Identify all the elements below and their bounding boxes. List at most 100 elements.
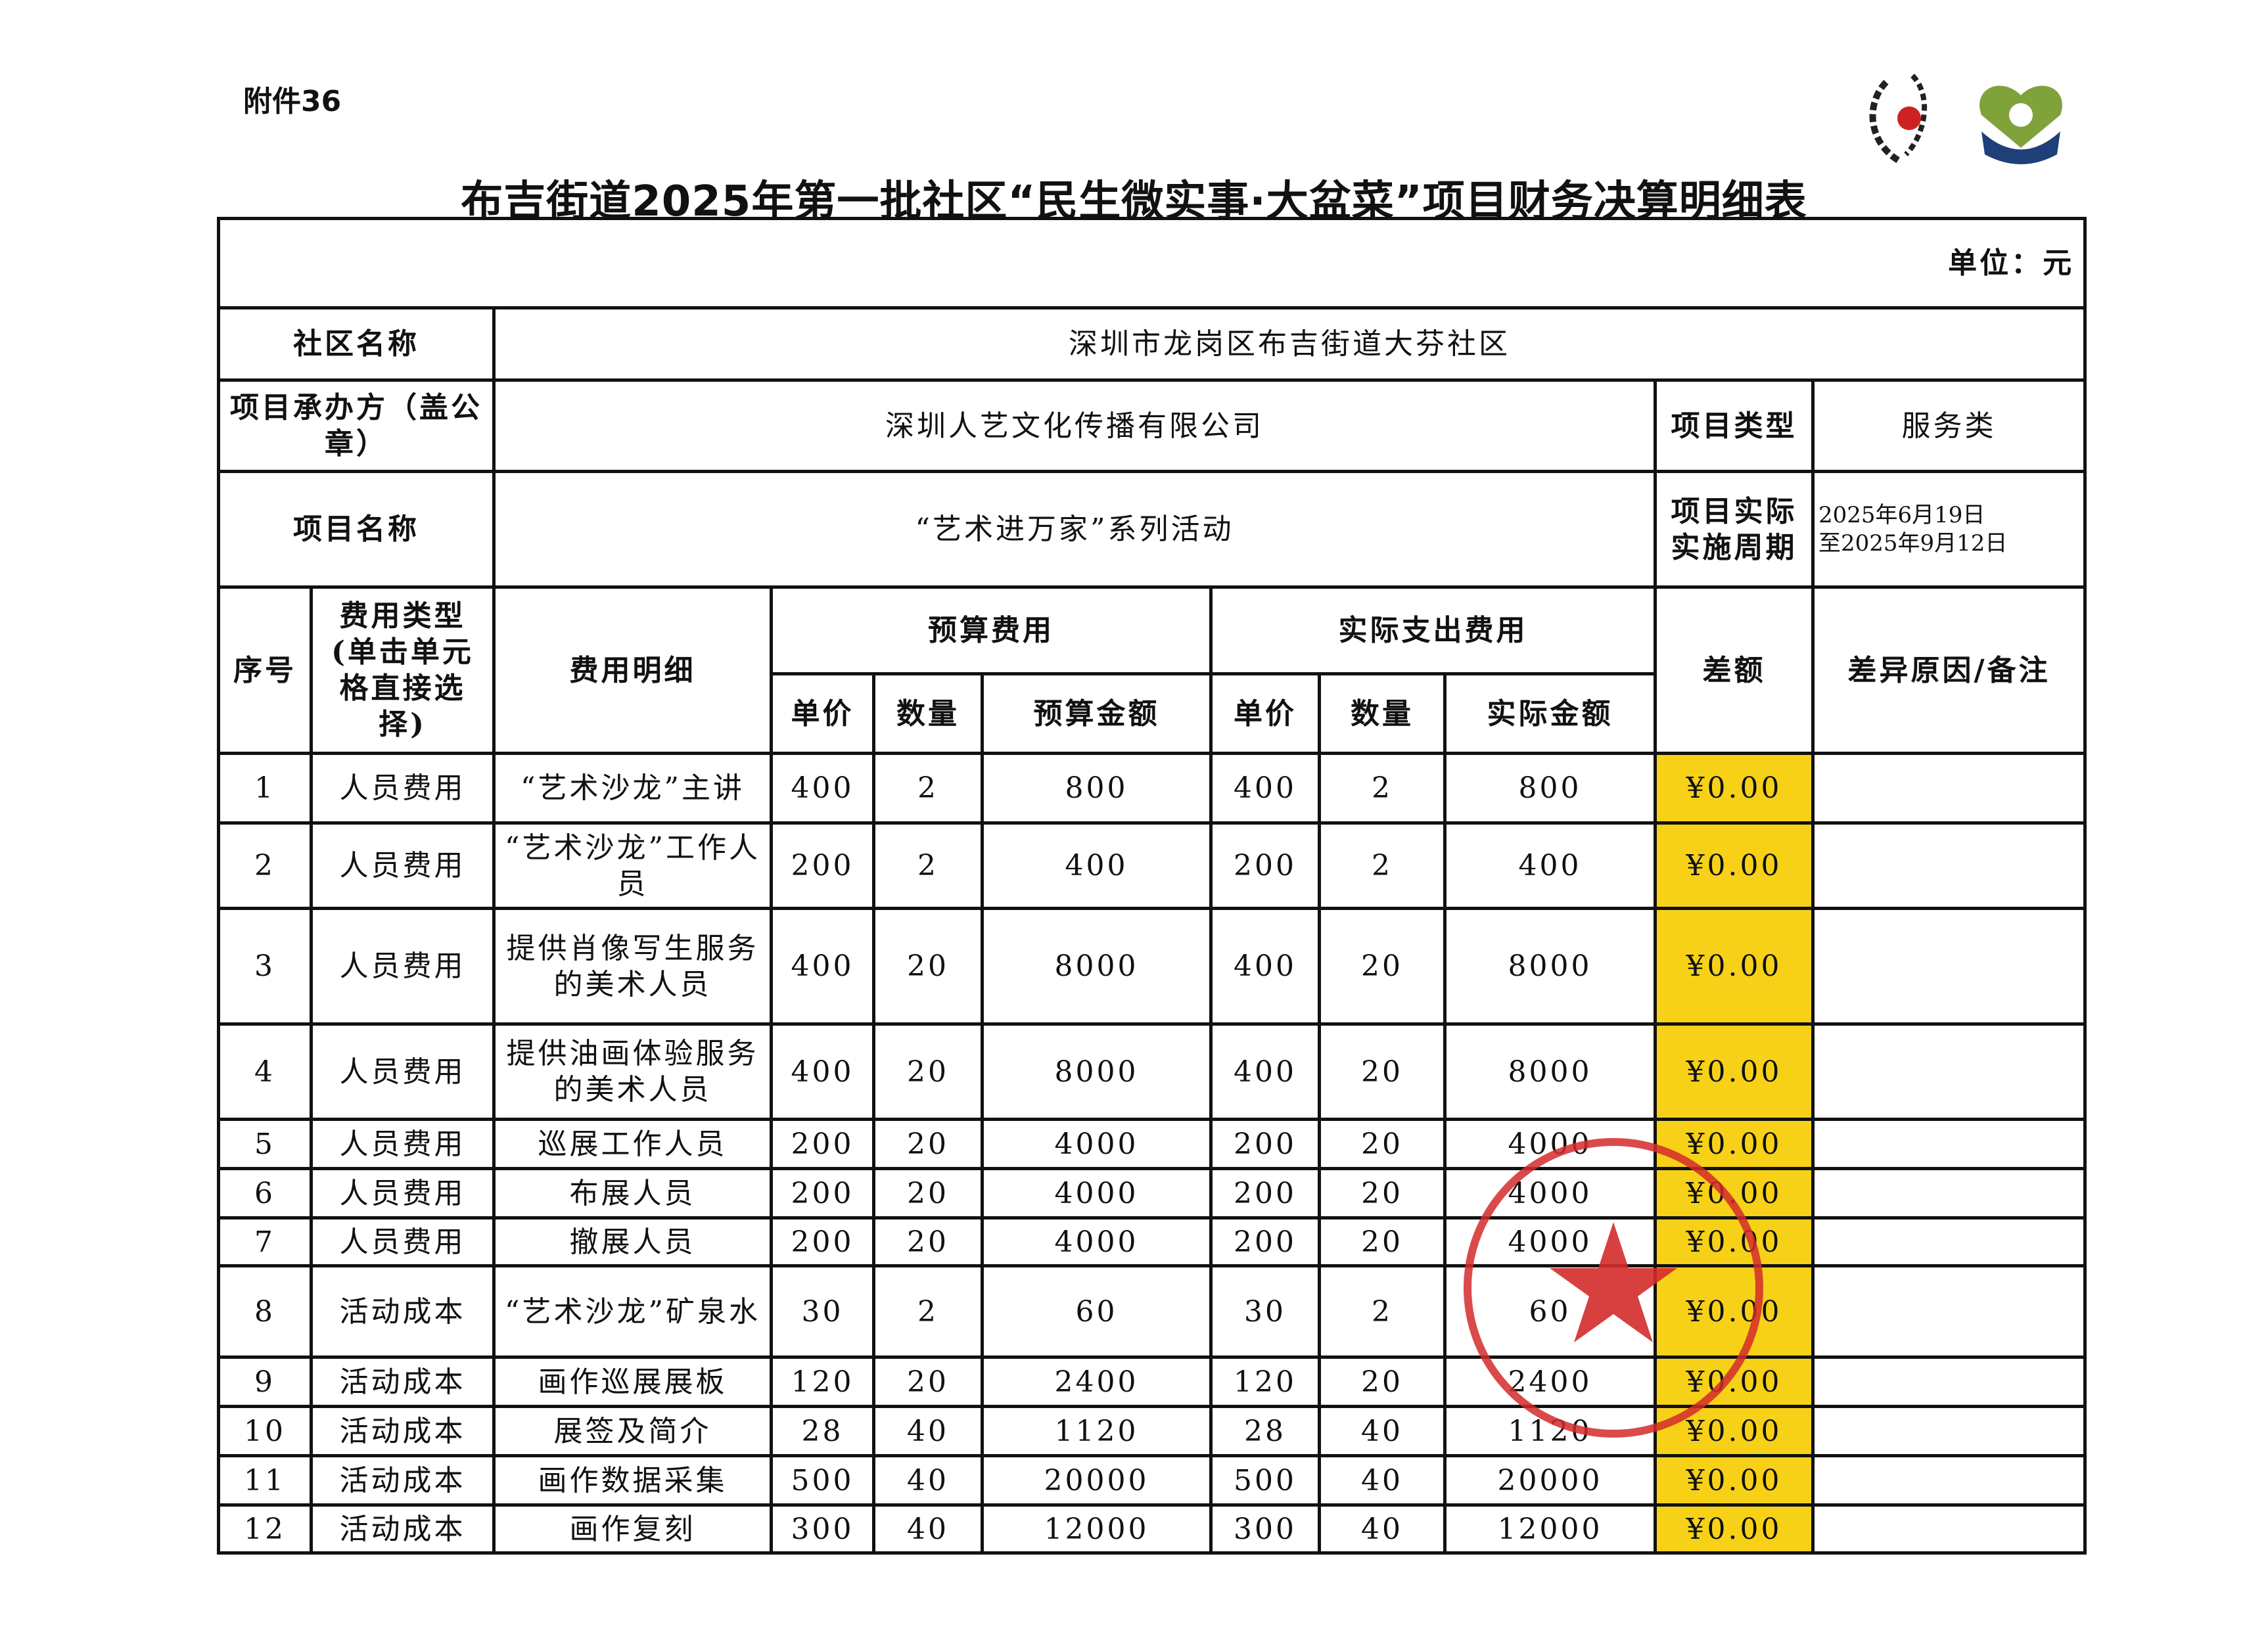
header-actual-amount: 实际金额 — [1443, 672, 1657, 755]
party-emblem-logo-icon — [1869, 74, 2062, 164]
cell-actual-unit-price: 400 — [1209, 1022, 1321, 1121]
table-row: 4 人员费用 提供油画体验服务的美术人员 400 20 8000 400 20 8000 ¥0.0… — [217, 1022, 2087, 1121]
cell-detail: 布展人员 — [492, 1167, 773, 1219]
cell-diff: ¥0.00 — [1654, 1022, 1815, 1121]
project-type-value: 服务类 — [1811, 378, 2087, 473]
cell-budget-amount: 4000 — [981, 1167, 1213, 1219]
cell-actual-unit-price: 200 — [1209, 821, 1321, 910]
cell-detail: 画作复刻 — [492, 1503, 773, 1555]
cell-actual-qty: 2 — [1318, 821, 1446, 910]
cell-actual-amount: 8000 — [1443, 907, 1657, 1026]
cell-actual-qty: 20 — [1318, 1022, 1446, 1121]
table-row: 2 人员费用 “艺术沙龙”工作人员 200 2 400 200 2 400 ¥0.00 — [217, 821, 2087, 910]
cell-seq: 10 — [217, 1405, 313, 1457]
cell-remark — [1811, 1355, 2087, 1408]
cell-diff: ¥0.00 — [1654, 1355, 1815, 1408]
cell-actual-amount: 2400 — [1443, 1355, 1657, 1408]
cell-seq: 4 — [217, 1022, 313, 1121]
cell-budget-qty: 20 — [872, 1118, 984, 1170]
period-value: 2025年6月19日 至2025年9月12日 — [1811, 470, 2087, 589]
cell-budget-amount: 4000 — [981, 1118, 1213, 1170]
cell-remark — [1811, 1022, 2087, 1121]
cell-seq: 12 — [217, 1503, 313, 1555]
cell-budget-qty: 2 — [872, 821, 984, 910]
cell-seq: 11 — [217, 1454, 313, 1507]
cell-budget-qty: 20 — [872, 1022, 984, 1121]
cell-seq: 8 — [217, 1264, 313, 1359]
cell-budget-unit-price: 300 — [770, 1503, 875, 1555]
cell-budget-unit-price: 120 — [770, 1355, 875, 1408]
contractor-value: 深圳人艺文化传播有限公司 — [492, 378, 1657, 473]
cell-seq: 5 — [217, 1118, 313, 1170]
cell-actual-unit-price: 400 — [1209, 907, 1321, 1026]
cell-cost-type: 人员费用 — [310, 907, 496, 1026]
period-end: 至2025年9月12日 — [1818, 530, 2008, 557]
cell-budget-qty: 20 — [872, 1216, 984, 1267]
header-actual-unit-price: 单价 — [1209, 672, 1321, 755]
table-row: 1 人员费用 “艺术沙龙”主讲 400 2 800 400 2 800 ¥0.00 — [217, 752, 2087, 825]
table-row: 5 人员费用 巡展工作人员 200 20 4000 200 20 4000 ¥0.00 — [217, 1118, 2087, 1170]
header-seq: 序号 — [217, 585, 313, 755]
cell-remark — [1811, 907, 2087, 1026]
cell-actual-unit-price: 400 — [1209, 752, 1321, 825]
table-row: 7 人员费用 撤展人员 200 20 4000 200 20 4000 ¥0.00 — [217, 1216, 2087, 1267]
cell-budget-amount: 20000 — [981, 1454, 1213, 1507]
cell-actual-qty: 20 — [1318, 907, 1446, 1026]
table-row: 10 活动成本 展签及简介 28 40 1120 28 40 1120 ¥0.00 — [217, 1405, 2087, 1457]
table-row: 12 活动成本 画作复刻 300 40 12000 300 40 12000 ¥0.00 — [217, 1503, 2087, 1555]
cell-seq: 9 — [217, 1355, 313, 1408]
header-budget: 预算费用 — [770, 585, 1213, 675]
cell-budget-unit-price: 400 — [770, 907, 875, 1026]
cell-remark — [1811, 1454, 2087, 1507]
unit-label: 单位：元 — [216, 217, 2087, 309]
period-start: 2025年6月19日 — [1818, 502, 1985, 528]
cell-diff: ¥0.00 — [1654, 1264, 1815, 1359]
cell-actual-amount: 1120 — [1443, 1405, 1657, 1457]
cell-diff: ¥0.00 — [1654, 1503, 1815, 1555]
cell-actual-qty: 40 — [1318, 1503, 1446, 1555]
cell-actual-qty: 20 — [1318, 1355, 1446, 1408]
cell-budget-unit-price: 500 — [770, 1454, 875, 1507]
cell-actual-qty: 20 — [1318, 1216, 1446, 1267]
cell-remark — [1811, 1405, 2087, 1457]
contractor-label: 项目承办方（盖公章） — [217, 378, 496, 473]
header-budget-unit-price: 单价 — [770, 672, 875, 755]
cell-detail: “艺术沙龙”主讲 — [492, 752, 773, 825]
logos — [1860, 69, 2077, 170]
cell-budget-qty: 40 — [872, 1405, 984, 1457]
cell-budget-amount: 2400 — [981, 1355, 1213, 1408]
header-remark: 差异原因/备注 — [1811, 585, 2087, 755]
cell-budget-amount: 8000 — [981, 907, 1213, 1026]
cell-cost-type: 人员费用 — [310, 821, 496, 910]
cell-budget-qty: 40 — [872, 1454, 984, 1507]
cell-detail: 画作数据采集 — [492, 1454, 773, 1507]
cell-remark — [1811, 821, 2087, 910]
table-row: 6 人员费用 布展人员 200 20 4000 200 20 4000 ¥0.00 — [217, 1167, 2087, 1219]
cell-actual-qty: 2 — [1318, 752, 1446, 825]
cell-budget-unit-price: 30 — [770, 1264, 875, 1359]
cell-budget-amount: 8000 — [981, 1022, 1213, 1121]
cell-budget-amount: 4000 — [981, 1216, 1213, 1267]
cell-budget-qty: 20 — [872, 907, 984, 1026]
community-value: 深圳市龙岗区布吉街道大芬社区 — [492, 306, 2087, 382]
project-type-label: 项目类型 — [1654, 378, 1815, 473]
table-row: 11 活动成本 画作数据采集 500 40 20000 500 40 20000 ¥0.00 — [217, 1454, 2087, 1507]
cell-actual-unit-price: 28 — [1209, 1405, 1321, 1457]
cell-actual-qty: 20 — [1318, 1118, 1446, 1170]
cell-budget-unit-price: 200 — [770, 1118, 875, 1170]
finance-table: 单位：元 社区名称 深圳市龙岗区布吉街道大芬社区 项目承办方（盖公章） 深圳人艺… — [216, 217, 2087, 1555]
cell-diff: ¥0.00 — [1654, 907, 1815, 1026]
cell-remark — [1811, 752, 2087, 825]
cell-actual-amount: 4000 — [1443, 1118, 1657, 1170]
cell-cost-type: 人员费用 — [310, 1167, 496, 1219]
cell-actual-unit-price: 200 — [1209, 1118, 1321, 1170]
cell-actual-amount: 4000 — [1443, 1167, 1657, 1219]
cell-detail: “艺术沙龙”工作人员 — [492, 821, 773, 910]
cell-budget-amount: 12000 — [981, 1503, 1213, 1555]
header-detail: 费用明细 — [492, 585, 773, 755]
cell-diff: ¥0.00 — [1654, 1454, 1815, 1507]
cell-diff: ¥0.00 — [1654, 1167, 1815, 1219]
project-name-value: “艺术进万家”系列活动 — [492, 470, 1657, 589]
cell-detail: 画作巡展展板 — [492, 1355, 773, 1408]
cell-actual-unit-price: 500 — [1209, 1454, 1321, 1507]
